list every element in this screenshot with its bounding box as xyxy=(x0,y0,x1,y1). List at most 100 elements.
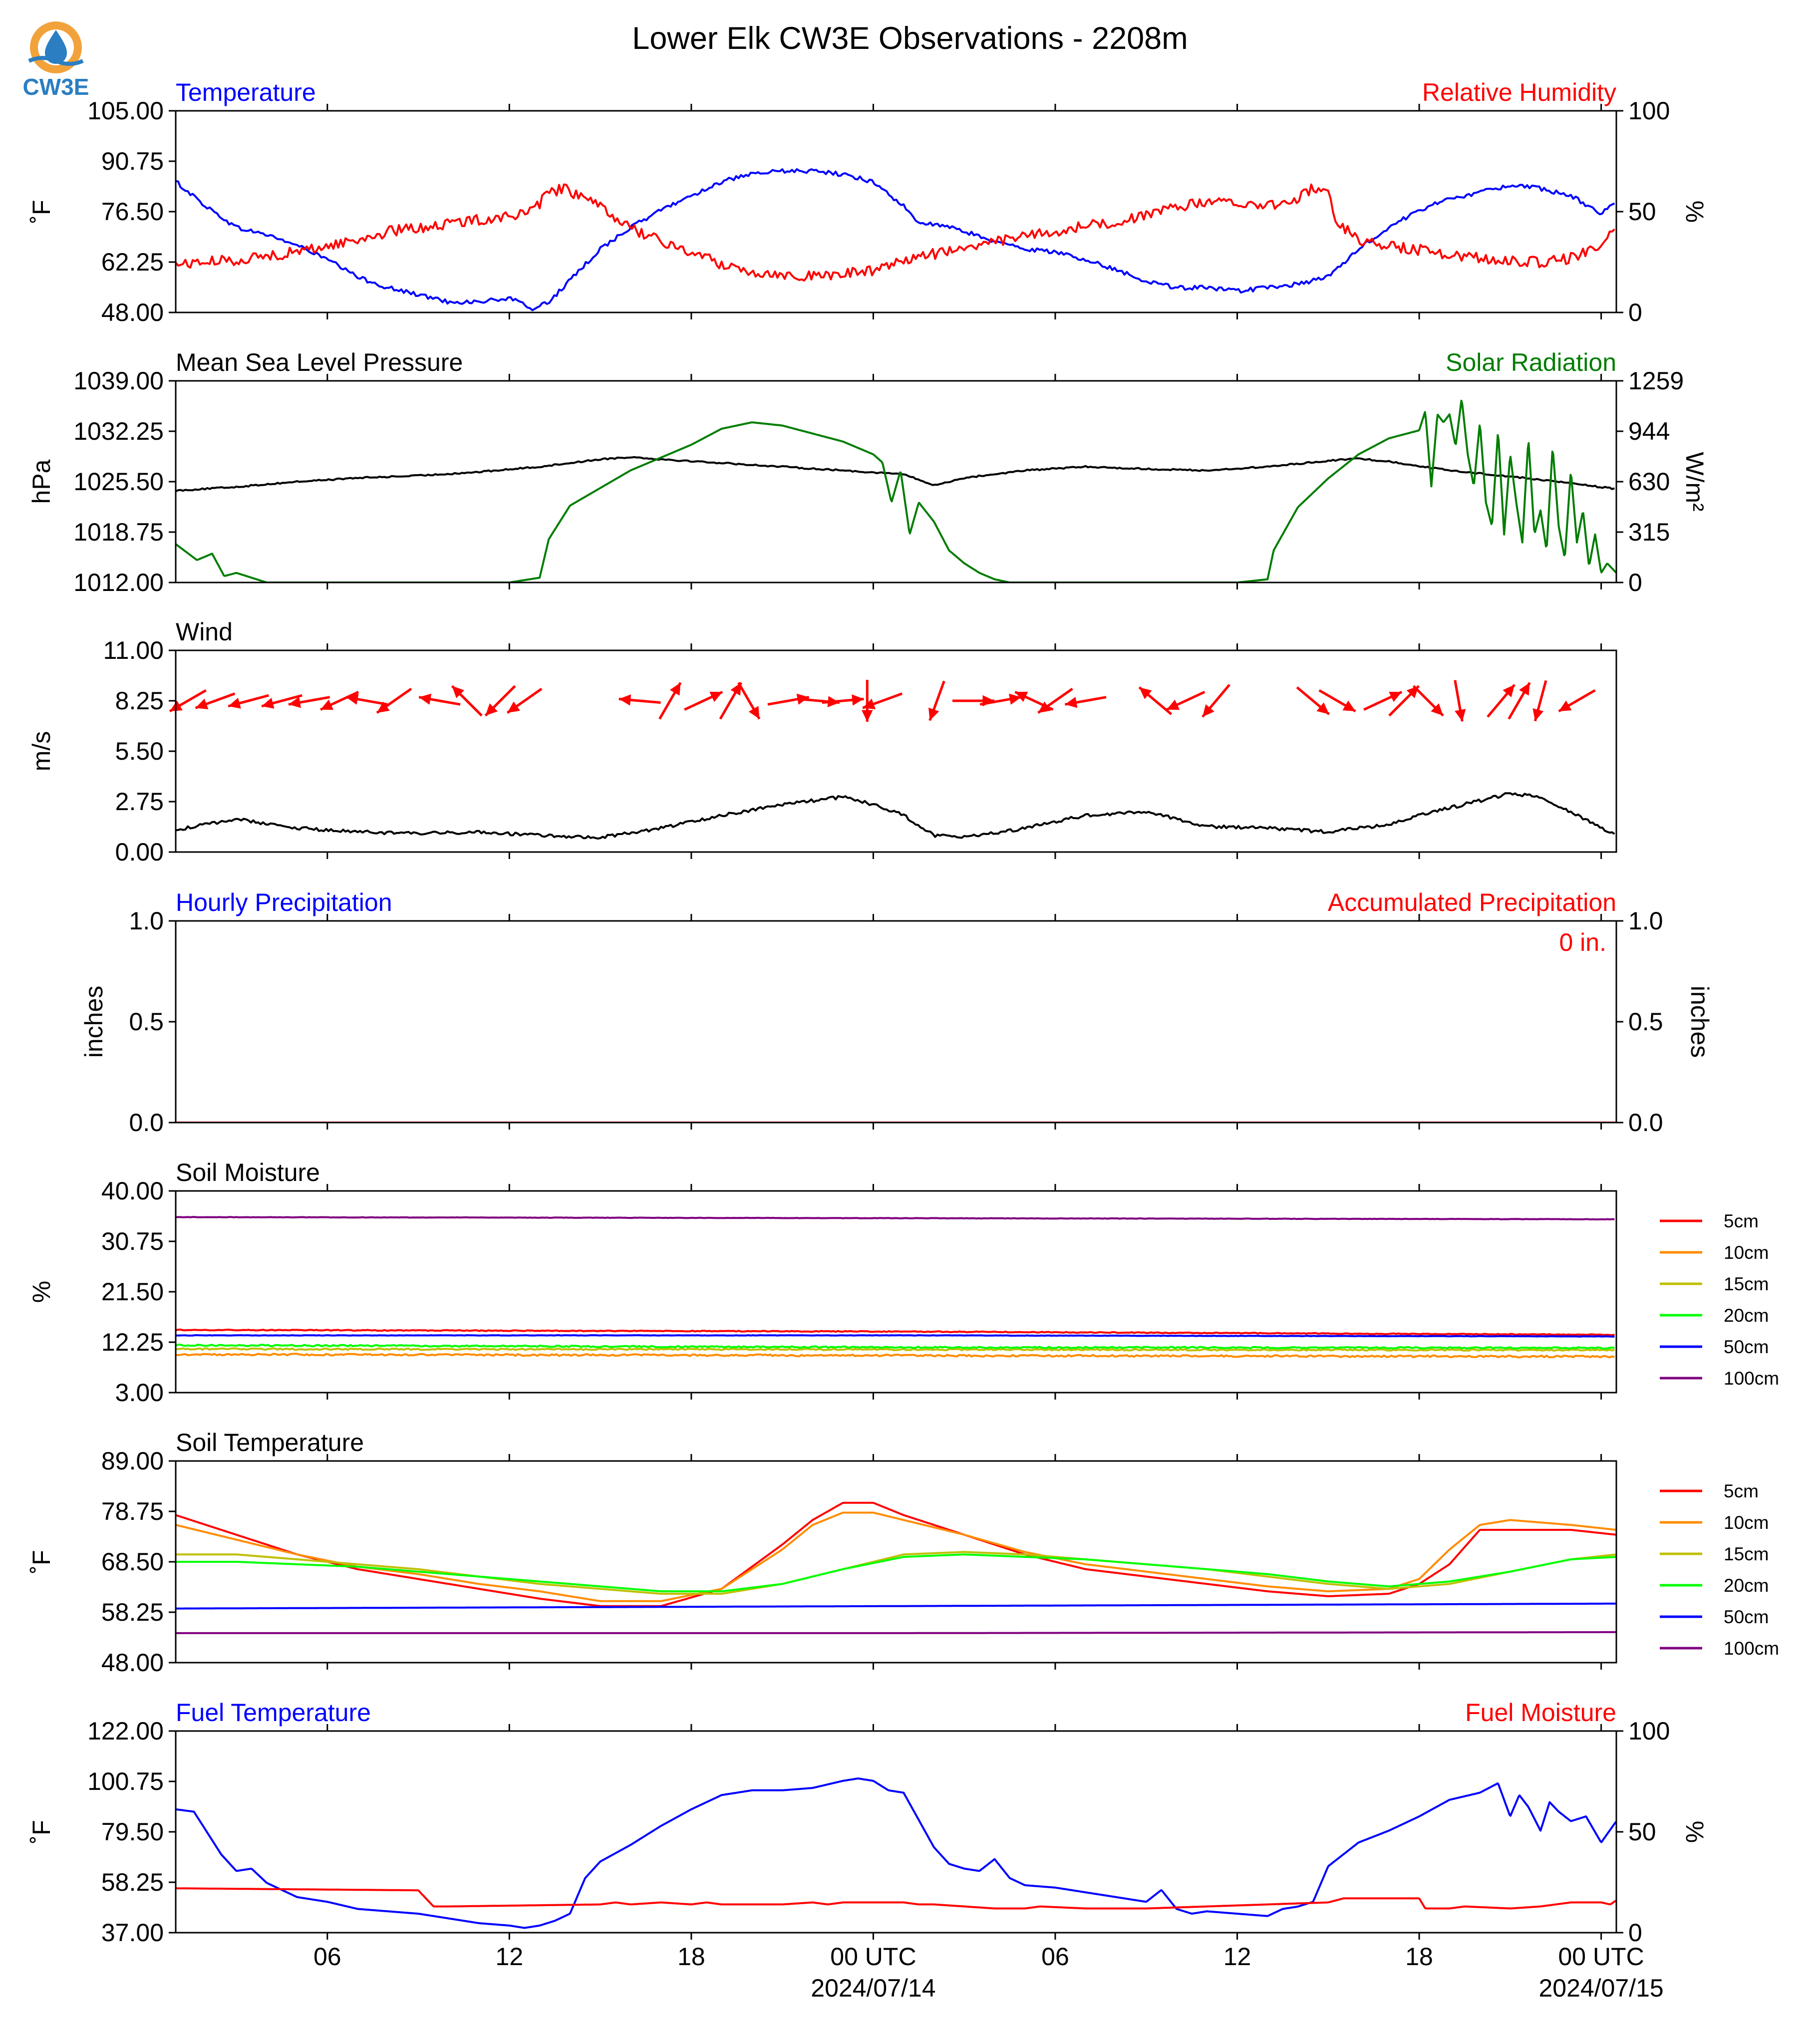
y2-axis-label: % xyxy=(1681,1821,1709,1843)
panel-4: Hourly Precipitation Accumulated Precipit… xyxy=(80,888,1714,1137)
y-tick-label: 3.00 xyxy=(115,1379,164,1407)
wind-arrow-head xyxy=(709,691,723,702)
wind-arrow-head xyxy=(1431,703,1443,716)
series-line-1 xyxy=(176,168,1615,311)
series-line-1 xyxy=(176,1777,1616,1929)
panel-2: Mean Sea Level Pressure Solar Radiation 10… xyxy=(27,348,1709,596)
y2-tick-label: 1.0 xyxy=(1628,907,1663,935)
series-line-3 xyxy=(176,1347,1615,1352)
y-axis-label: ˚F xyxy=(27,1550,55,1573)
panel-left-title: Soil Moisture xyxy=(176,1159,320,1186)
y-tick-label: 5.50 xyxy=(115,737,164,765)
wind-arrow-head xyxy=(485,703,498,716)
y-tick-label: 11.00 xyxy=(103,636,164,664)
panel-frame xyxy=(175,1730,1617,1934)
wind-arrow-head xyxy=(507,701,520,713)
y-tick-label: 1039.00 xyxy=(73,367,164,395)
panels: Temperature Relative Humidity 48.00 62.25 76… xyxy=(27,78,1779,2002)
wind-arrow-head xyxy=(863,698,876,709)
wind-arrow-head xyxy=(1065,697,1078,708)
y-tick-label: 100.75 xyxy=(87,1767,164,1795)
y-tick-label: 48.00 xyxy=(101,298,164,326)
wind-arrow-head xyxy=(195,698,209,709)
panel-left-title: Wind xyxy=(176,618,233,646)
wind-arrow-head xyxy=(1455,709,1466,722)
y2-axis-label: W/m² xyxy=(1681,452,1709,511)
panel-right-title: Fuel Moisture xyxy=(1465,1699,1616,1727)
logo-wave-icon xyxy=(28,56,84,66)
y2-tick-label: 0 xyxy=(1628,298,1642,326)
wind-arrow-head xyxy=(748,706,760,719)
series-line-2 xyxy=(176,183,1615,282)
figure-title: Lower Elk CW3E Observations - 2208m xyxy=(632,21,1188,56)
y-axis-label: inches xyxy=(80,986,108,1058)
x-tick-label: 12 xyxy=(1223,1943,1251,1971)
y-tick-label: 48.00 xyxy=(101,1649,164,1677)
panel-right-title: Accumulated Precipitation xyxy=(1328,888,1616,916)
series-line-2 xyxy=(176,1511,1616,1602)
y2-tick-label: 100 xyxy=(1628,1717,1670,1745)
y-tick-label: 21.50 xyxy=(101,1278,164,1306)
panel-5: Soil Moisture 3.00 12.25 21.50 30.75 40.00% 5c… xyxy=(27,1159,1779,1407)
wind-arrow-head xyxy=(1009,693,1021,705)
y2-axis-label: inches xyxy=(1686,986,1714,1058)
series-line-1 xyxy=(176,792,1615,840)
panel-left-title: Soil Temperature xyxy=(176,1429,364,1456)
series-line-1 xyxy=(176,1328,1615,1336)
y-tick-label: 12.25 xyxy=(101,1328,164,1356)
y-axis-label: ˚F xyxy=(27,1820,55,1843)
wind-arrow-head xyxy=(346,693,359,705)
panel-6: Soil Temperature 48.00 58.25 68.50 78.75 89.0… xyxy=(27,1429,1779,1677)
wind-arrow-head xyxy=(1532,708,1544,721)
x-tick-label: 06 xyxy=(313,1943,341,1971)
y-axis-label: m/s xyxy=(27,731,55,772)
y-tick-label: 58.25 xyxy=(101,1598,164,1626)
y2-tick-label: 1259 xyxy=(1628,367,1684,395)
wind-arrow-head xyxy=(862,710,873,722)
y2-tick-label: 0 xyxy=(1628,1919,1642,1947)
y-axis-label: hPa xyxy=(27,459,55,504)
wind-arrow-head xyxy=(452,686,465,698)
panel-left-title: Fuel Temperature xyxy=(176,1699,371,1727)
x-tick-label: 18 xyxy=(677,1943,705,1971)
wind-arrow-head xyxy=(1167,699,1180,710)
wind-arrow-head xyxy=(1558,700,1572,711)
y2-tick-label: 0 xyxy=(1628,569,1642,596)
wind-arrow-head xyxy=(377,701,390,713)
y-tick-label: 2.75 xyxy=(115,788,164,816)
legend-label: 100cm xyxy=(1724,1638,1779,1659)
y2-tick-label: 0.5 xyxy=(1628,1008,1663,1036)
wind-arrow-head xyxy=(1038,701,1051,713)
wind-arrow-head xyxy=(1015,691,1028,702)
panel-7: Fuel Temperature Fuel Moisture 37.00 58.25 7… xyxy=(27,1699,1709,2002)
wind-arrow-head xyxy=(262,697,275,709)
x-tick-label: 18 xyxy=(1405,1943,1433,1971)
panel-right-title: Solar Radiation xyxy=(1446,348,1616,376)
wind-arrow-head xyxy=(1342,700,1356,711)
wind-arrow-head xyxy=(852,694,864,706)
panel-left-title: Hourly Precipitation xyxy=(176,888,392,916)
wind-arrow-head xyxy=(1389,691,1402,702)
y2-tick-label: 100 xyxy=(1628,97,1670,125)
y-axis-label: % xyxy=(27,1281,55,1303)
y-tick-label: 68.50 xyxy=(101,1548,164,1576)
series-line-2 xyxy=(176,399,1616,582)
legend-label: 10cm xyxy=(1724,1512,1769,1533)
panel-frame xyxy=(175,1460,1617,1664)
x-tick-label: 06 xyxy=(1041,1943,1069,1971)
series-line-5 xyxy=(176,1602,1616,1610)
y-tick-label: 1018.75 xyxy=(73,518,164,546)
panel-3: Wind 0.00 2.75 5.50 8.25 11.00 m/s xyxy=(27,618,1617,866)
wind-arrow-head xyxy=(289,697,301,708)
legend-label: 20cm xyxy=(1724,1575,1769,1596)
legend-label: 10cm xyxy=(1724,1242,1769,1263)
panel-frame xyxy=(175,1190,1617,1394)
y-tick-label: 79.50 xyxy=(101,1818,164,1846)
wind-arrow-head xyxy=(1519,682,1530,696)
y2-axis-label: % xyxy=(1681,201,1709,223)
legend-label: 50cm xyxy=(1724,1337,1769,1357)
panel-left-title: Mean Sea Level Pressure xyxy=(176,348,463,376)
y-tick-label: 90.75 xyxy=(101,147,164,175)
